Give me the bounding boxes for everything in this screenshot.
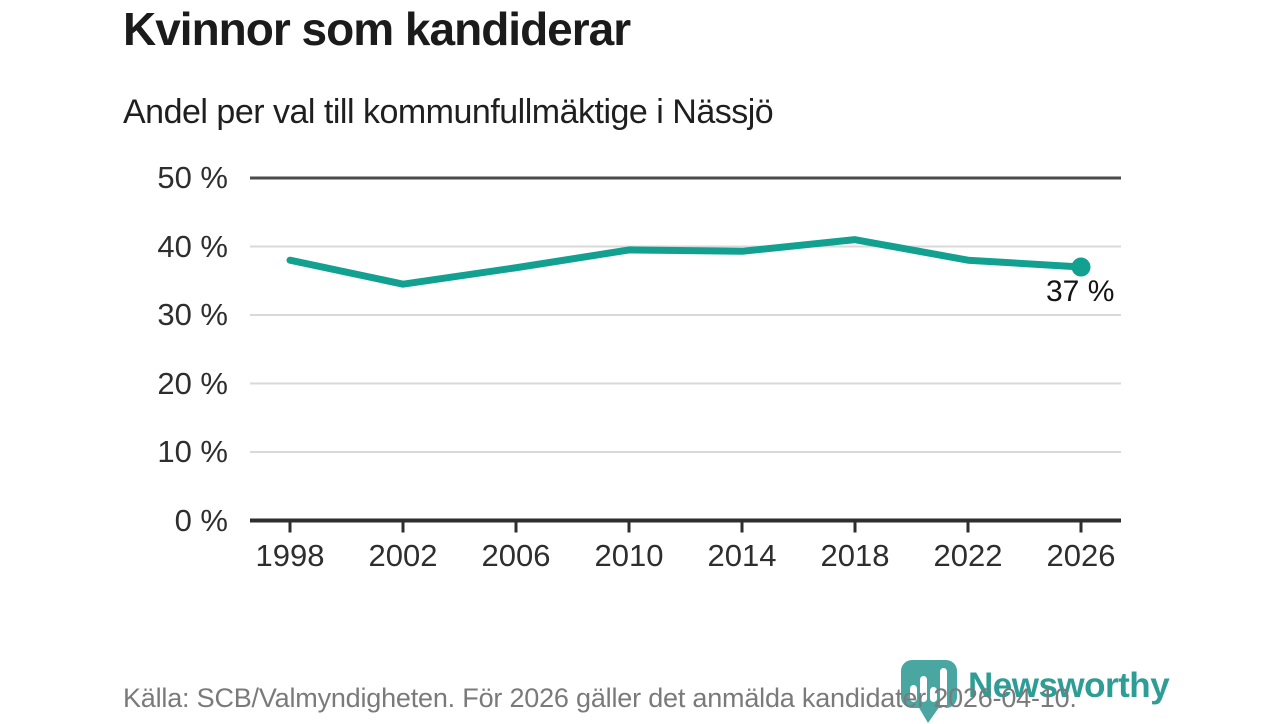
y-tick-label: 40 % (157, 228, 228, 264)
end-value-label: 37 % (1046, 275, 1115, 309)
newsworthy-logo: Newsworthy (893, 658, 1170, 724)
newsworthy-wordmark: Newsworthy (968, 666, 1170, 705)
x-tick-label: 2006 (481, 538, 551, 573)
data-line (286, 236, 1085, 288)
page-title: Kvinnor som kandiderar (123, 3, 631, 55)
y-tick-label: 30 % (157, 297, 228, 332)
newsworthy-pin-icon (901, 660, 957, 723)
gridlines (250, 176, 1121, 453)
y-tick-label: 0 % (174, 502, 228, 538)
x-tick-label: 2014 (707, 538, 777, 573)
source-note: Källa: SCB/Valmyndigheten. För 2026 gäll… (123, 683, 1077, 713)
x-tick-label: 2022 (933, 538, 1003, 573)
x-axis-tick-marks (288, 522, 1083, 533)
end-point-dot (1071, 257, 1091, 277)
x-tick-label: 1998 (255, 538, 325, 573)
x-tick-label: 2010 (594, 538, 664, 573)
x-tick-label: 2002 (368, 538, 438, 573)
y-tick-label: 20 % (157, 365, 228, 401)
y-tick-label: 10 % (157, 434, 228, 469)
x-tick-label: 2026 (1046, 538, 1116, 573)
chart-subtitle: Andel per val till kommunfullmäktige i N… (123, 93, 774, 131)
y-tick-label: 50 % (157, 160, 228, 195)
x-tick-label: 2018 (820, 538, 890, 573)
